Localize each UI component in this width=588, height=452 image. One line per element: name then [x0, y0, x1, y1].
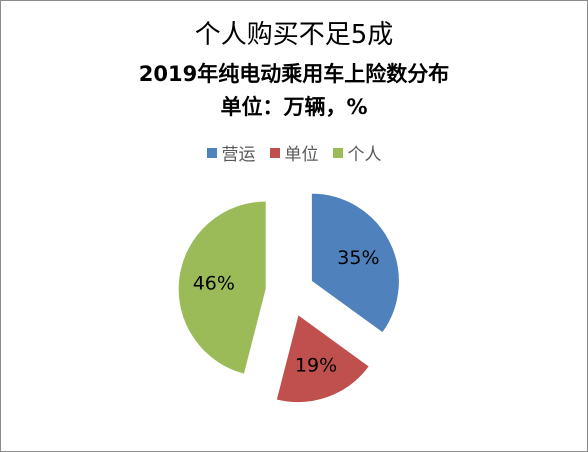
legend-item-geren: 个人: [332, 140, 382, 165]
legend-label-danwei: 单位: [284, 145, 319, 165]
legend-label-geren: 个人: [347, 145, 382, 165]
legend-item-yingyun: 营运: [206, 140, 256, 165]
chart-title: 个人购买不足5成: [194, 20, 394, 50]
chart-legend: 营运 单位 个人: [0, 140, 588, 165]
pie-slice-yingyun: [310, 192, 400, 334]
data-label-yingyun: 35%: [337, 247, 379, 269]
legend-swatch-danwei: [269, 147, 280, 158]
data-label-danwei: 19%: [295, 354, 337, 376]
legend-swatch-geren: [332, 147, 343, 158]
pie-slice-geren: [177, 200, 267, 375]
chart-unit: 单位：万辆，%: [220, 95, 368, 119]
legend-swatch-yingyun: [206, 147, 217, 158]
chart-subtitle: 2019年纯电动乘用车上险数分布: [138, 62, 450, 86]
data-label-geren: 46%: [193, 272, 235, 294]
legend-label-yingyun: 营运: [221, 145, 256, 165]
pie-slice-danwei: [275, 313, 371, 404]
legend-item-danwei: 单位: [269, 140, 319, 165]
